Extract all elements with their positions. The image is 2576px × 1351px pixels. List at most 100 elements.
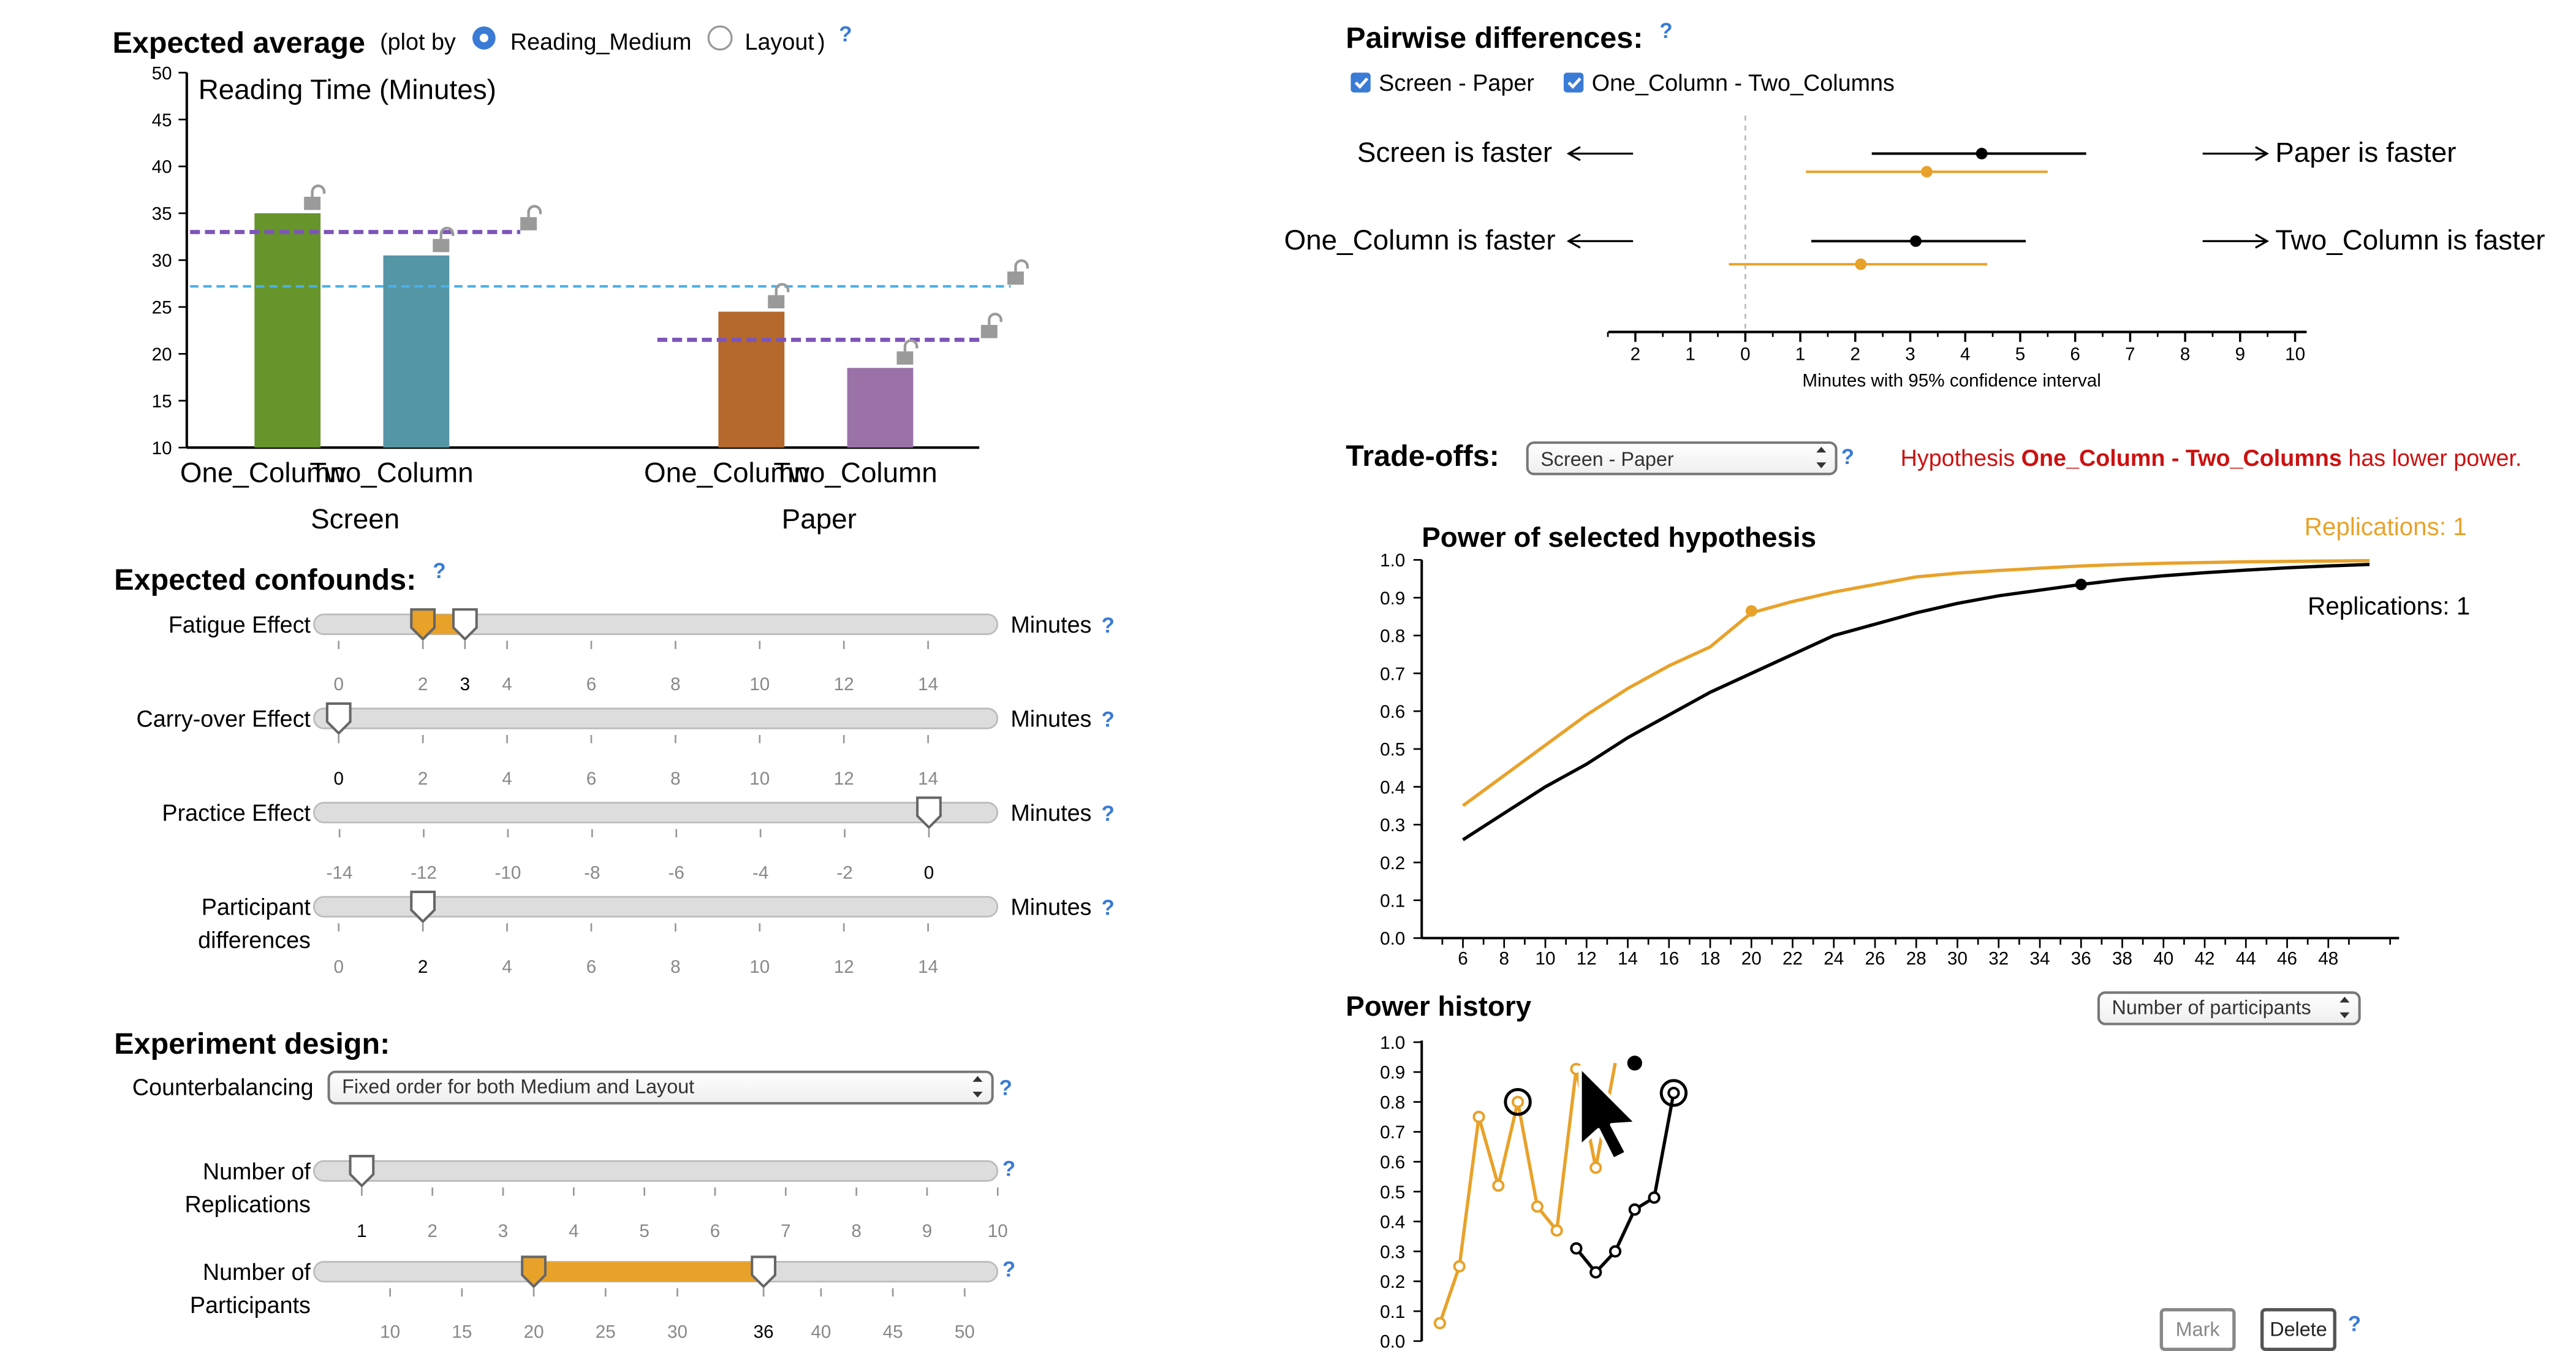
tradeoffs-select-box[interactable] bbox=[1526, 441, 1838, 476]
history-point[interactable] bbox=[1667, 1086, 1680, 1100]
delete-button[interactable]: Delete bbox=[2260, 1307, 2336, 1351]
help-icon[interactable]: ? bbox=[1102, 708, 1115, 732]
lock-body-icon bbox=[304, 196, 321, 210]
history-point[interactable] bbox=[1472, 1110, 1485, 1124]
unlock-icon[interactable] bbox=[304, 185, 326, 210]
slider-handle[interactable] bbox=[751, 1255, 777, 1288]
radio-unselected-icon[interactable] bbox=[707, 25, 733, 51]
mark-button-box[interactable] bbox=[2159, 1307, 2236, 1351]
slider-handle[interactable] bbox=[521, 1255, 547, 1288]
help-icon[interactable]: ? bbox=[1102, 802, 1115, 826]
history-point[interactable] bbox=[1453, 1260, 1466, 1273]
slider-row: Practice Effect -14 -12 -10 -8 -6 -4 -2 0 Minutes… bbox=[162, 796, 1115, 883]
checkbox-screen-paper[interactable]: Screen - Paper bbox=[1351, 70, 1534, 96]
slider-handle[interactable] bbox=[325, 702, 352, 736]
mark-button-label[interactable]: Mark bbox=[2176, 1319, 2221, 1341]
help-icon[interactable]: ? bbox=[1659, 19, 1672, 43]
history-point[interactable] bbox=[1589, 1161, 1602, 1174]
help-icon[interactable]: ? bbox=[1002, 1258, 1015, 1282]
power-line-black[interactable] bbox=[1462, 563, 2370, 842]
estimate-point[interactable] bbox=[1855, 258, 1867, 270]
checkbox-label[interactable]: Screen - Paper bbox=[1379, 70, 1534, 96]
tradeoffs-select[interactable]: Screen - Paper bbox=[1526, 441, 1838, 476]
history-point[interactable] bbox=[1628, 1203, 1641, 1216]
help-icon[interactable]: ? bbox=[2348, 1312, 2361, 1336]
history-point[interactable] bbox=[1511, 1095, 1525, 1108]
slider-track[interactable] bbox=[313, 707, 999, 729]
checkbox-onecol-twocol[interactable]: One_Column - Two_Columns bbox=[1563, 70, 1895, 96]
unlock-icon[interactable] bbox=[768, 283, 790, 309]
counterbalancing-select-box[interactable] bbox=[327, 1070, 994, 1105]
estimate-interval[interactable] bbox=[1729, 258, 1988, 270]
bar[interactable] bbox=[383, 255, 450, 448]
slider-handle[interactable] bbox=[452, 608, 478, 641]
estimate-point[interactable] bbox=[1920, 166, 1933, 178]
checkbox-label[interactable]: One_Column - Two_Columns bbox=[1592, 70, 1895, 96]
checkbox-checked-icon[interactable] bbox=[1351, 72, 1371, 93]
help-icon[interactable]: ? bbox=[999, 1076, 1012, 1100]
lock-body-icon bbox=[1007, 271, 1024, 285]
delete-button-label[interactable]: Delete bbox=[2270, 1319, 2327, 1341]
y-tick-label: 0.2 bbox=[1380, 853, 1405, 873]
radio-layout[interactable]: Layout bbox=[707, 25, 815, 55]
slider-tick-label: 5 bbox=[639, 1221, 649, 1241]
help-icon[interactable]: ? bbox=[1841, 445, 1854, 469]
lock-shackle-icon bbox=[311, 185, 326, 197]
bar[interactable] bbox=[718, 311, 785, 448]
power-line-orange[interactable] bbox=[1461, 558, 2370, 807]
slider-track[interactable] bbox=[313, 802, 999, 824]
unlock-icon[interactable] bbox=[520, 205, 542, 230]
checkbox-checked-icon[interactable] bbox=[1563, 72, 1584, 93]
estimate-interval[interactable] bbox=[1806, 166, 2048, 178]
current-point[interactable] bbox=[1627, 1056, 1642, 1071]
unlock-icon[interactable] bbox=[980, 313, 1002, 338]
estimate-point[interactable] bbox=[1910, 235, 1922, 247]
history-point[interactable] bbox=[1492, 1179, 1505, 1192]
radio-label-layout[interactable]: Layout bbox=[745, 29, 815, 55]
marked-point-ring[interactable] bbox=[1504, 1088, 1532, 1116]
radio-reading-medium[interactable]: Reading_Medium bbox=[472, 26, 692, 55]
mark-button[interactable]: Mark bbox=[2159, 1307, 2236, 1351]
unlock-icon[interactable] bbox=[433, 226, 455, 253]
slider-handle[interactable] bbox=[916, 796, 942, 829]
unlock-icon[interactable] bbox=[896, 339, 919, 365]
help-icon[interactable]: ? bbox=[1102, 614, 1115, 637]
history-point[interactable] bbox=[1433, 1317, 1446, 1330]
bar[interactable] bbox=[847, 368, 914, 448]
history-point[interactable] bbox=[1550, 1224, 1563, 1237]
history-select-box[interactable] bbox=[2097, 991, 2361, 1026]
slider-tick-label: 12 bbox=[834, 674, 854, 695]
power-chart-title: Power of selected hypothesis bbox=[1422, 522, 1816, 553]
estimate-interval[interactable] bbox=[1811, 235, 2026, 247]
delete-button-box[interactable] bbox=[2260, 1307, 2336, 1351]
history-select[interactable]: Number of participants bbox=[2097, 991, 2361, 1026]
history-point[interactable] bbox=[1589, 1266, 1602, 1279]
pairwise-tick-label: 10 bbox=[2285, 344, 2305, 364]
help-icon[interactable]: ? bbox=[433, 559, 445, 583]
estimate-interval[interactable] bbox=[1871, 148, 2086, 160]
help-icon[interactable]: ? bbox=[839, 22, 852, 46]
x-tick-label: 44 bbox=[2236, 949, 2256, 969]
unlock-icon[interactable] bbox=[1007, 259, 1029, 285]
marked-point-ring[interactable] bbox=[1659, 1079, 1688, 1107]
pairwise-tick-label: 2 bbox=[1631, 344, 1640, 364]
history-point[interactable] bbox=[1608, 1245, 1622, 1258]
counterbalancing-select[interactable]: Fixed order for both Medium and Layout bbox=[327, 1070, 994, 1105]
power-marker[interactable] bbox=[2075, 579, 2087, 590]
history-point[interactable] bbox=[1531, 1200, 1544, 1213]
slider-track[interactable] bbox=[313, 1160, 999, 1182]
slider-handle[interactable] bbox=[410, 890, 436, 924]
help-icon[interactable]: ? bbox=[1002, 1157, 1015, 1181]
slider-handle[interactable] bbox=[410, 608, 436, 641]
bar[interactable] bbox=[254, 213, 321, 448]
y-tick-label: 0.8 bbox=[1380, 1092, 1405, 1113]
slider-handle[interactable] bbox=[349, 1155, 375, 1188]
power-marker[interactable] bbox=[1745, 605, 1757, 617]
history-point[interactable] bbox=[1648, 1191, 1661, 1204]
slider-track[interactable] bbox=[313, 896, 999, 918]
slider-track[interactable] bbox=[313, 613, 999, 635]
help-icon[interactable]: ? bbox=[1102, 896, 1115, 920]
history-point[interactable] bbox=[1570, 1242, 1583, 1255]
estimate-point[interactable] bbox=[1976, 148, 1988, 160]
radio-label-reading-medium[interactable]: Reading_Medium bbox=[510, 29, 692, 55]
